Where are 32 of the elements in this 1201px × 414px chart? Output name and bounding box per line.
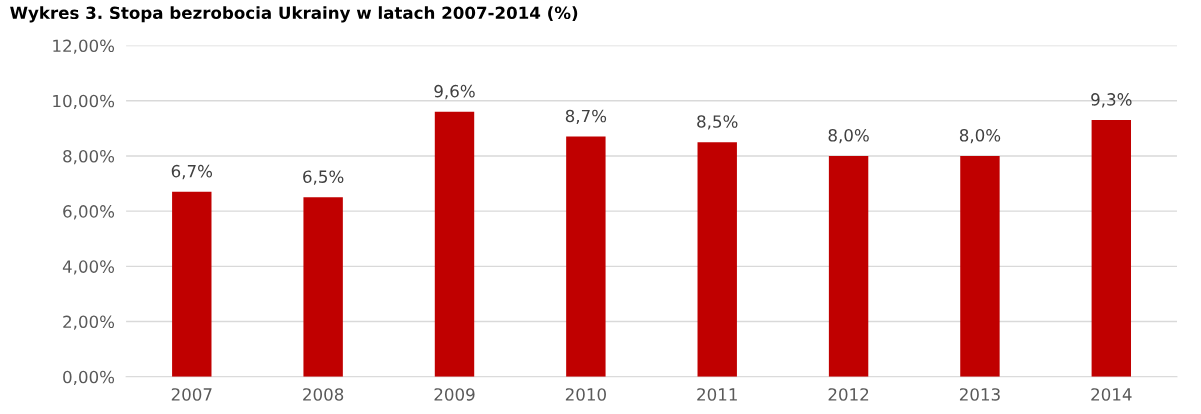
data-label: 9,6%	[434, 84, 475, 100]
bar	[1091, 120, 1131, 377]
y-tick-label: 0,00%	[63, 370, 115, 386]
bar	[960, 155, 1000, 377]
y-tick-label: 12,00%	[53, 39, 115, 54]
y-tick-label: 6,00%	[63, 205, 115, 220]
x-tick-label: 2013	[959, 388, 1000, 401]
data-label: 8,5%	[697, 115, 738, 130]
x-tick-label: 2008	[303, 388, 344, 401]
data-label: 9,3%	[1091, 93, 1132, 108]
bar	[434, 111, 475, 377]
bar	[828, 155, 869, 377]
bar	[303, 197, 343, 377]
chart-title: Wykres 3. Stopa bezrobocia Ukrainy w latach 2007-2014 (%)	[10, 6, 578, 23]
y-tick-label: 4,00%	[62, 260, 115, 275]
y-tick-label: 10,00%	[53, 94, 115, 110]
y-tick-label: 2,00%	[63, 315, 115, 330]
x-tick-label: 2014	[1091, 388, 1132, 401]
data-label: 8,7%	[565, 109, 607, 124]
x-tick-label: 2012	[828, 388, 869, 401]
data-label: 8,0%	[828, 128, 869, 144]
x-tick-label: 2007	[171, 388, 212, 401]
data-label: 8,0%	[959, 128, 1001, 144]
x-tick-label: 2009	[434, 388, 475, 401]
bar	[566, 136, 606, 377]
x-tick-label: 2011	[697, 388, 737, 401]
bar	[697, 142, 737, 377]
data-label: 6,7%	[171, 164, 213, 180]
bar	[172, 191, 212, 377]
data-label: 6,5%	[303, 170, 344, 185]
y-tick-label: 8,00%	[63, 149, 115, 165]
x-tick-label: 2010	[565, 388, 606, 401]
